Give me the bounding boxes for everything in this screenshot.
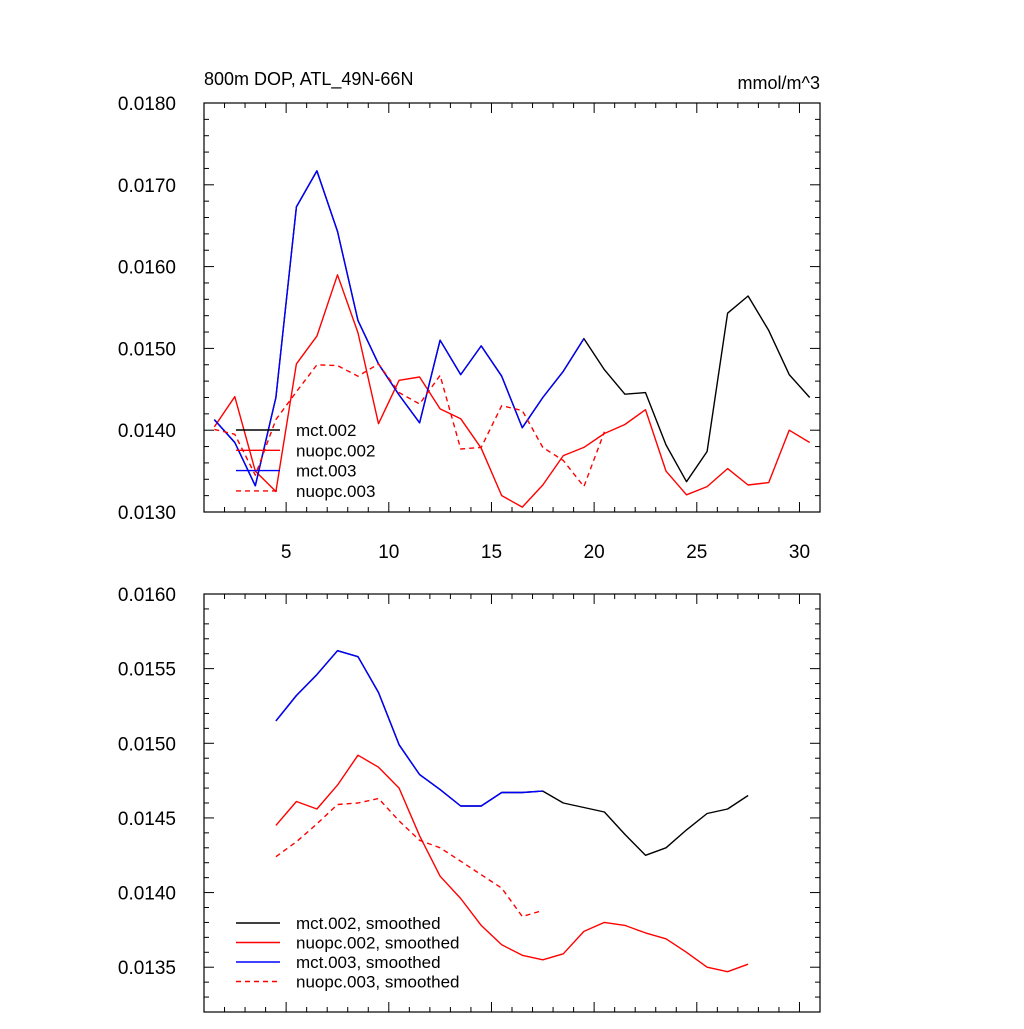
y-tick-label: 0.0130 (118, 503, 176, 524)
x-tick-label: 20 (584, 542, 605, 563)
legend-label: nuopc.002, smoothed (296, 934, 460, 953)
y-tick-label: 0.0160 (118, 258, 176, 279)
units-label: mmol/m^3 (738, 73, 820, 93)
y-tick-label: 0.0140 (118, 884, 176, 905)
y-tick-label: 0.0140 (118, 421, 176, 442)
y-tick-label: 0.0135 (118, 958, 176, 979)
chart-title: 800m DOP, ATL_49N-66N (204, 69, 413, 90)
legend-label: nuopc.003 (296, 482, 375, 501)
top-panel: 5 10 15 20 25 30 0.0130 0.0140 0.0150 0.0160 0.017… (118, 69, 821, 563)
series-line (275, 754, 749, 973)
series-line (275, 650, 749, 856)
legend-label: mct.003 (296, 462, 356, 481)
legend-label: nuopc.003, smoothed (296, 973, 460, 992)
x-tick-label: 10 (378, 542, 399, 563)
legend-label: nuopc.002 (296, 441, 375, 460)
y-tick-label: 0.0150 (118, 339, 176, 360)
y-tick-label: 0.0160 (118, 585, 176, 606)
series-line (213, 170, 585, 487)
y-tick-label: 0.0155 (118, 660, 176, 681)
x-tick-label: 30 (789, 542, 810, 563)
y-tick-label: 0.0150 (118, 734, 176, 755)
x-tick-label: 25 (686, 542, 707, 563)
bottom-panel: 0.0135 0.0140 0.0145 0.0150 0.0155 0.0160 mct.… (118, 585, 821, 1013)
x-tick-label: 5 (281, 542, 292, 563)
series-line (214, 363, 606, 488)
y-tick-label: 0.0180 (118, 94, 176, 115)
series-line (275, 797, 543, 918)
x-tick-label: 15 (481, 542, 502, 563)
y-tick-label: 0.0170 (118, 176, 176, 197)
y-tick-label: 0.0145 (118, 809, 176, 830)
legend-label: mct.002, smoothed (296, 914, 441, 933)
legend-label: mct.003, smoothed (296, 953, 441, 972)
legend-label: mct.002 (296, 421, 356, 440)
series-line (213, 274, 811, 508)
series-line (275, 650, 543, 807)
